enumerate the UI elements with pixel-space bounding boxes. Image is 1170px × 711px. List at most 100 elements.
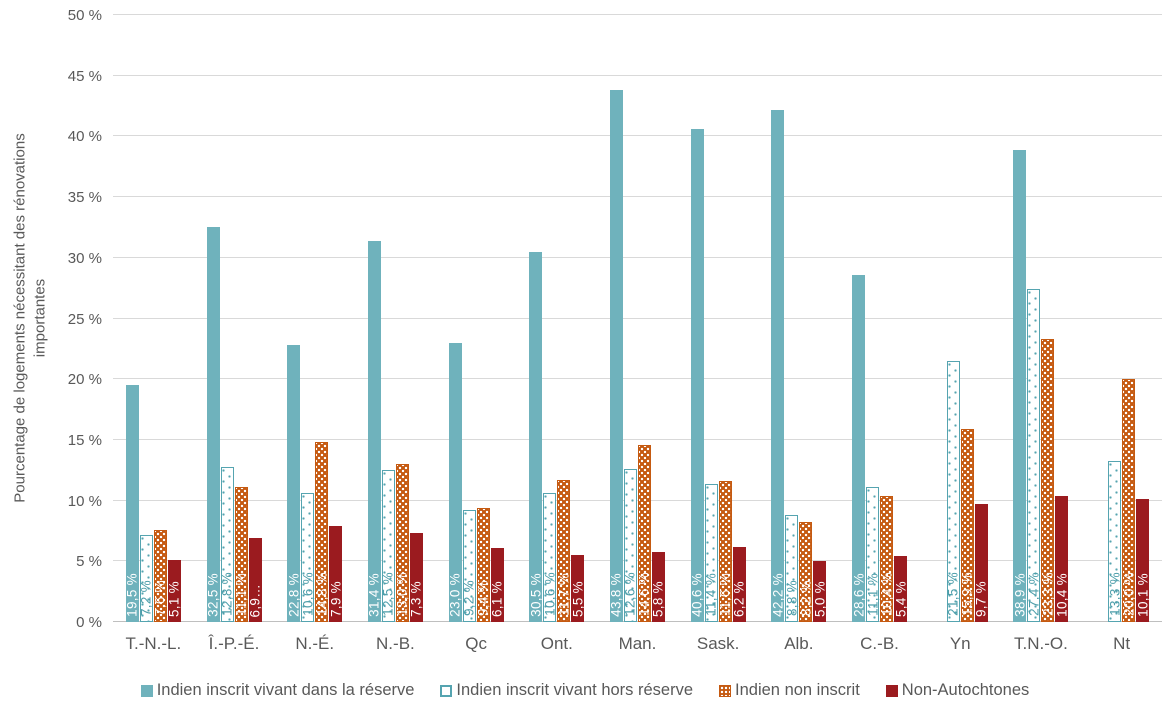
bar-value-label: 9,4 %	[475, 579, 491, 616]
bar-value-label: 7,2 %	[138, 579, 154, 616]
bar-value-label: 7,9 %	[327, 580, 343, 617]
legend-swatch-icon	[885, 684, 898, 697]
bar-group: 28,6 % 11,1 % 10,4 % 5,4 % C.-B.	[839, 15, 920, 653]
bar: 10,4 %	[1054, 495, 1069, 622]
bar-group: 30,5 % 10,6 % 11,7 % 5,5 % Ont.	[516, 15, 597, 653]
bar-value-label: 7,6 %	[152, 579, 168, 616]
bar-slot: 13,0 %	[395, 15, 410, 622]
bar-slot: 6,2 %	[731, 15, 747, 622]
bar: 11,1 %	[233, 487, 249, 622]
bar-slot: 6,1 %	[489, 15, 504, 622]
bar-slot: 8,2 %	[798, 15, 814, 622]
bar-slot: 22,8 %	[286, 15, 301, 622]
bar-value-label: 20,0 %	[1120, 572, 1136, 616]
bar-value-label: 15,9 %	[959, 572, 975, 616]
bar-value-label: 5,8 %	[650, 580, 666, 617]
bar-value-label: 6,2 %	[731, 580, 747, 617]
bar-slot	[1094, 15, 1107, 622]
bar: 9,7 %	[973, 504, 988, 622]
bar-group: 42,2 % 8,8 % 8,2 % 5,0 % Alb.	[759, 15, 840, 653]
y-tick-label: 10 %	[67, 492, 102, 510]
bar: 13,3 %	[1106, 460, 1122, 622]
bar-value-label: 7,3 %	[408, 580, 424, 617]
bar-slot: 11,6 %	[717, 15, 732, 622]
bar-slot: 27,4 %	[1026, 15, 1042, 622]
x-category-label: C.-B.	[860, 634, 899, 653]
bar-value-label: 12,5 %	[380, 572, 396, 616]
bar-group: 31,4 % 12,5 % 13,0 % 7,3 % N.-B.	[355, 15, 436, 653]
bar: 12,8 %	[219, 466, 235, 622]
bar: 14,8 %	[314, 442, 329, 622]
bar-slot: 31,4 %	[367, 15, 382, 622]
legend-item: Indien inscrit vivant hors réserve	[440, 681, 693, 700]
bar-value-label: 8,2 %	[798, 579, 814, 616]
plot-area: 19,5 % 7,2 % 7,6 % 5,1 % T.-N.-L. 32,5 % 12,8 …	[113, 14, 1162, 653]
gridline	[113, 135, 1162, 137]
bar-slot: 13,3 %	[1106, 15, 1122, 622]
bar: 11,7 %	[556, 479, 572, 622]
bar-slot: 12,8 %	[219, 15, 235, 622]
x-category-label: Alb.	[784, 634, 814, 653]
bar-slot: 5,0 %	[812, 15, 827, 622]
bar-value-label: 10,6 %	[299, 572, 315, 616]
y-tick-label: 45 %	[67, 67, 102, 85]
y-axis-tick-labels: 0 % 5 % 10 % 15 % 20 % 25 % 30 % 35 % 40 % 45 % 50…	[0, 7, 102, 631]
bar-group: 22,8 % 10,6 % 14,8 % 7,9 % N.-É.	[274, 15, 355, 653]
bar-slot: 5,8 %	[650, 15, 666, 622]
bar-value-label: 10,4 %	[878, 572, 894, 616]
bar-value-label: 5,5 %	[570, 580, 586, 617]
bar-value-label: 40,6 %	[689, 573, 705, 617]
bar-value-label: 23,0 %	[447, 573, 463, 617]
bar: 23,0 %	[447, 342, 463, 622]
bar: 10,4 %	[878, 495, 894, 622]
bar: 10,1 %	[1135, 499, 1150, 622]
bar-slot: 10,4 %	[878, 15, 894, 622]
bar: 11,4 %	[703, 483, 719, 622]
bar-group: 43,8 % 12,6 % 14,6 % 5,8 % Man.	[597, 15, 678, 653]
bar-slot: 32,5 %	[205, 15, 220, 622]
bar-value-label: 11,7 %	[556, 573, 572, 616]
bar-slot: 12,6 %	[623, 15, 638, 622]
bar: 9,2 %	[461, 510, 476, 622]
bar-group: 19,5 % 7,2 % 7,6 % 5,1 % T.-N.-L.	[113, 15, 194, 653]
legend-swatch-icon	[440, 684, 453, 697]
gridline	[113, 560, 1162, 562]
bar: 11,6 %	[717, 481, 732, 622]
bar-value-label: 11,1 %	[233, 573, 249, 616]
x-category-label: Nt	[1113, 634, 1131, 653]
legend-label: Indien non inscrit	[735, 681, 860, 699]
x-axis-line	[113, 621, 1162, 622]
bar-value-label: 42,2 %	[770, 573, 786, 617]
bar-value-label: 14,6 %	[636, 572, 652, 616]
bar: 5,4 %	[893, 556, 908, 622]
x-category-label: T.N.-O.	[1013, 634, 1068, 653]
gridline	[113, 14, 1162, 15]
bar-value-label: 27,4 %	[1026, 572, 1042, 616]
bar: 12,5 %	[380, 470, 396, 622]
bar-slot: 19,5 %	[125, 15, 140, 622]
bar: 15,9 %	[959, 428, 975, 622]
bar-slot: 7,3 %	[408, 15, 424, 622]
bar-value-label: 13,3 %	[1106, 572, 1122, 616]
x-category-label: Sask.	[696, 634, 740, 653]
bar: 6,9…	[247, 538, 262, 622]
bar: 7,9 %	[327, 526, 343, 622]
bar-value-label: 12,8 %	[219, 572, 235, 616]
gridline	[113, 438, 1162, 440]
bar-slot: 6,9…	[247, 15, 262, 622]
legend-item: Indien non inscrit	[719, 681, 860, 700]
gridline	[113, 74, 1162, 76]
bar-slot: 11,1 %	[865, 15, 880, 622]
gridline	[113, 256, 1162, 258]
x-category-label: Ont.	[540, 634, 573, 653]
bar-value-label: 11,4 %	[703, 573, 719, 616]
gridline	[113, 196, 1162, 198]
bar: 32,5 %	[205, 227, 220, 622]
bar-value-label: 30,5 %	[528, 573, 544, 617]
bar: 14,6 %	[636, 444, 652, 622]
bar-slot: 7,9 %	[327, 15, 343, 622]
bar: 13,0 %	[395, 464, 410, 622]
bar-group: 38,9 % 27,4 % 23,3 % 10,4 % T.N.-O.	[1001, 15, 1082, 653]
legend-swatch-icon	[140, 684, 153, 697]
